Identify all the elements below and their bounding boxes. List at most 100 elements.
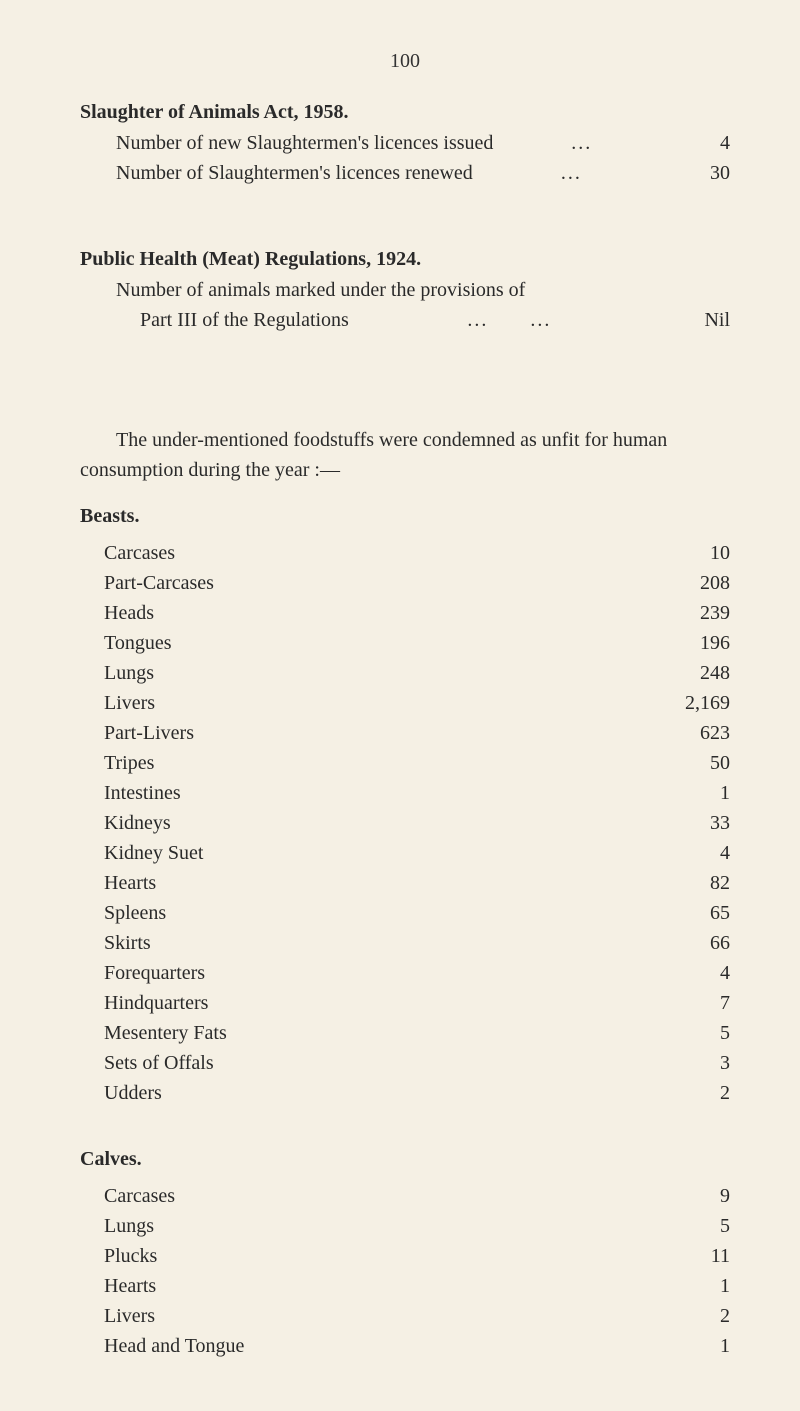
section-title-slaughter: Slaughter of Animals Act, 1958. xyxy=(80,101,730,124)
list-item: Spleens 65 xyxy=(80,898,730,928)
stat-value: Nil xyxy=(670,305,730,335)
list-item: Carcases 9 xyxy=(80,1181,730,1211)
stat-row: Number of Slaughtermen's licences renewe… xyxy=(80,158,730,188)
item-label: Mesentery Fats xyxy=(80,1018,227,1048)
item-label: Skirts xyxy=(80,928,151,958)
item-value: 7 xyxy=(660,988,730,1018)
item-label: Part-Carcases xyxy=(80,568,214,598)
item-value: 1 xyxy=(660,1331,730,1361)
item-label: Livers xyxy=(80,688,155,718)
item-label: Head and Tongue xyxy=(80,1331,244,1361)
leader-dots: ... xyxy=(553,128,610,158)
item-label: Carcases xyxy=(80,538,175,568)
item-label: Intestines xyxy=(80,778,181,808)
calves-list: Carcases9Lungs5Plucks11Hearts1Livers2Hea… xyxy=(80,1181,730,1361)
stat-value: 4 xyxy=(670,128,730,158)
list-item: Hearts 1 xyxy=(80,1271,730,1301)
item-label: Sets of Offals xyxy=(80,1048,214,1078)
item-label: Hearts xyxy=(80,868,156,898)
list-item: Forequarters 4 xyxy=(80,958,730,988)
list-item: Plucks 11 xyxy=(80,1241,730,1271)
list-item: Intestines 1 xyxy=(80,778,730,808)
item-value: 50 xyxy=(660,748,730,778)
list-item: Lungs 5 xyxy=(80,1211,730,1241)
item-value: 9 xyxy=(660,1181,730,1211)
stat-label: Number of Slaughtermen's licences renewe… xyxy=(116,158,473,188)
list-item: Kidneys 33 xyxy=(80,808,730,838)
item-value: 1 xyxy=(660,1271,730,1301)
section-slaughter: Slaughter of Animals Act, 1958. Number o… xyxy=(80,101,730,188)
item-label: Forequarters xyxy=(80,958,205,988)
item-label: Carcases xyxy=(80,1181,175,1211)
item-value: 4 xyxy=(660,958,730,988)
item-label: Kidney Suet xyxy=(80,838,203,868)
leader-dots: ... ... xyxy=(449,305,569,335)
beasts-list: Carcases10Part-Carcases208Heads239Tongue… xyxy=(80,538,730,1108)
list-item: Lungs 248 xyxy=(80,658,730,688)
document-page: 100 Slaughter of Animals Act, 1958. Numb… xyxy=(0,0,800,1411)
list-item: Livers 2 xyxy=(80,1301,730,1331)
item-value: 65 xyxy=(660,898,730,928)
item-label: Hearts xyxy=(80,1271,156,1301)
list-title-calves: Calves. xyxy=(80,1148,730,1171)
list-item: Head and Tongue 1 xyxy=(80,1331,730,1361)
list-item: Part-Livers 623 xyxy=(80,718,730,748)
item-value: 239 xyxy=(660,598,730,628)
list-item: Skirts 66 xyxy=(80,928,730,958)
item-value: 3 xyxy=(660,1048,730,1078)
item-label: Livers xyxy=(80,1301,155,1331)
item-value: 2,169 xyxy=(660,688,730,718)
item-value: 248 xyxy=(660,658,730,688)
item-value: 33 xyxy=(660,808,730,838)
stat-row: Number of new Slaughtermen's licences is… xyxy=(80,128,730,158)
item-label: Plucks xyxy=(80,1241,157,1271)
stat-label: Number of new Slaughtermen's licences is… xyxy=(116,128,493,158)
item-value: 623 xyxy=(660,718,730,748)
stat-value: 30 xyxy=(670,158,730,188)
item-label: Udders xyxy=(80,1078,162,1108)
item-value: 2 xyxy=(660,1078,730,1108)
item-value: 5 xyxy=(660,1018,730,1048)
stat-line: Number of animals marked under the provi… xyxy=(80,275,730,305)
leader-dots: ... xyxy=(543,158,600,188)
item-value: 82 xyxy=(660,868,730,898)
item-label: Hindquarters xyxy=(80,988,208,1018)
list-item: Mesentery Fats 5 xyxy=(80,1018,730,1048)
list-item: Carcases 10 xyxy=(80,538,730,568)
list-item: Udders 2 xyxy=(80,1078,730,1108)
item-value: 66 xyxy=(660,928,730,958)
list-item: Kidney Suet 4 xyxy=(80,838,730,868)
item-value: 5 xyxy=(660,1211,730,1241)
item-value: 2 xyxy=(660,1301,730,1331)
list-title-beasts: Beasts. xyxy=(80,505,730,528)
list-item: Livers 2,169 xyxy=(80,688,730,718)
list-item: Part-Carcases 208 xyxy=(80,568,730,598)
stat-row: Part III of the Regulations ... ... Nil xyxy=(80,305,730,335)
item-label: Kidneys xyxy=(80,808,171,838)
list-item: Hindquarters 7 xyxy=(80,988,730,1018)
item-label: Lungs xyxy=(80,658,154,688)
list-item: Tripes 50 xyxy=(80,748,730,778)
item-label: Spleens xyxy=(80,898,166,928)
section-calves: Calves. Carcases9Lungs5Plucks11Hearts1Li… xyxy=(80,1148,730,1361)
item-value: 4 xyxy=(660,838,730,868)
item-value: 10 xyxy=(660,538,730,568)
list-item: Hearts 82 xyxy=(80,868,730,898)
item-value: 196 xyxy=(660,628,730,658)
list-item: Tongues 196 xyxy=(80,628,730,658)
list-item: Sets of Offals 3 xyxy=(80,1048,730,1078)
item-label: Heads xyxy=(80,598,154,628)
item-value: 11 xyxy=(660,1241,730,1271)
item-value: 208 xyxy=(660,568,730,598)
item-label: Lungs xyxy=(80,1211,154,1241)
section-public-health: Public Health (Meat) Regulations, 1924. … xyxy=(80,248,730,335)
list-item: Heads 239 xyxy=(80,598,730,628)
intro-paragraph: The under-mentioned foodstuffs were cond… xyxy=(80,425,730,485)
stat-label: Part III of the Regulations xyxy=(140,305,349,335)
item-label: Tongues xyxy=(80,628,171,658)
item-label: Tripes xyxy=(80,748,154,778)
item-value: 1 xyxy=(660,778,730,808)
item-label: Part-Livers xyxy=(80,718,194,748)
section-title-public-health: Public Health (Meat) Regulations, 1924. xyxy=(80,248,730,271)
page-number: 100 xyxy=(80,50,730,73)
